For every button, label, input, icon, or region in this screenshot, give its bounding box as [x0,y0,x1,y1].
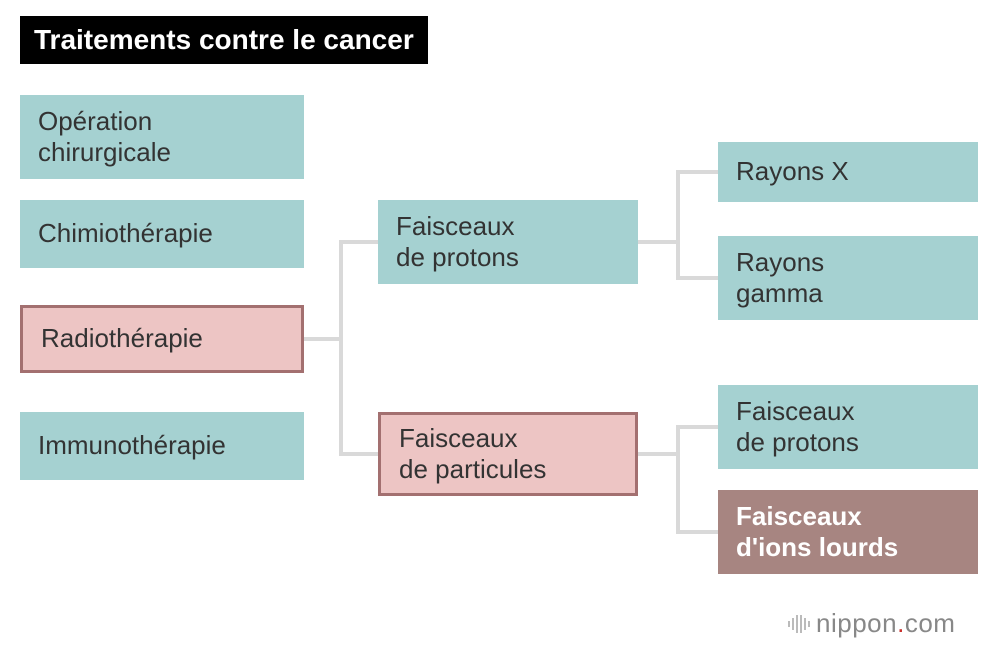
node-label: Chimiothérapie [38,218,213,249]
logo-suffix: com [905,608,956,638]
node-label: Immunothérapie [38,430,226,461]
logo-dot: . [897,608,905,638]
logo-text: nippon.com [816,608,955,639]
logo-name: nippon [816,608,897,638]
logo-mark-icon [788,613,810,635]
node-label: Faisceaux de particules [399,423,546,485]
node-label: Faisceaux de protons [736,396,859,458]
edge-protons1-rayonsx [638,172,718,242]
node-label: Opération chirurgicale [38,106,171,168]
node-surgery: Opération chirurgicale [20,95,304,179]
diagram-title: Traitements contre le cancer [20,16,428,64]
node-label: Rayons X [736,156,849,187]
node-gamma: Rayons gamma [718,236,978,320]
edge-particules-ionslourds [638,454,718,532]
node-particules: Faisceaux de particules [378,412,638,496]
logo: nippon.com [788,608,955,639]
edge-radio-particules [304,339,378,454]
node-chemo: Chimiothérapie [20,200,304,268]
node-immuno: Immunothérapie [20,412,304,480]
node-label: Radiothérapie [41,323,203,354]
node-label: Rayons gamma [736,247,824,309]
node-radio: Radiothérapie [20,305,304,373]
node-protons2: Faisceaux de protons [718,385,978,469]
edge-protons1-gamma [638,242,718,278]
node-label: Faisceaux d'ions lourds [736,501,898,563]
edge-particules-protons2 [638,427,718,454]
edge-radio-protons1 [304,242,378,339]
node-rayonsx: Rayons X [718,142,978,202]
node-ionslourds: Faisceaux d'ions lourds [718,490,978,574]
node-label: Faisceaux de protons [396,211,519,273]
node-protons1: Faisceaux de protons [378,200,638,284]
